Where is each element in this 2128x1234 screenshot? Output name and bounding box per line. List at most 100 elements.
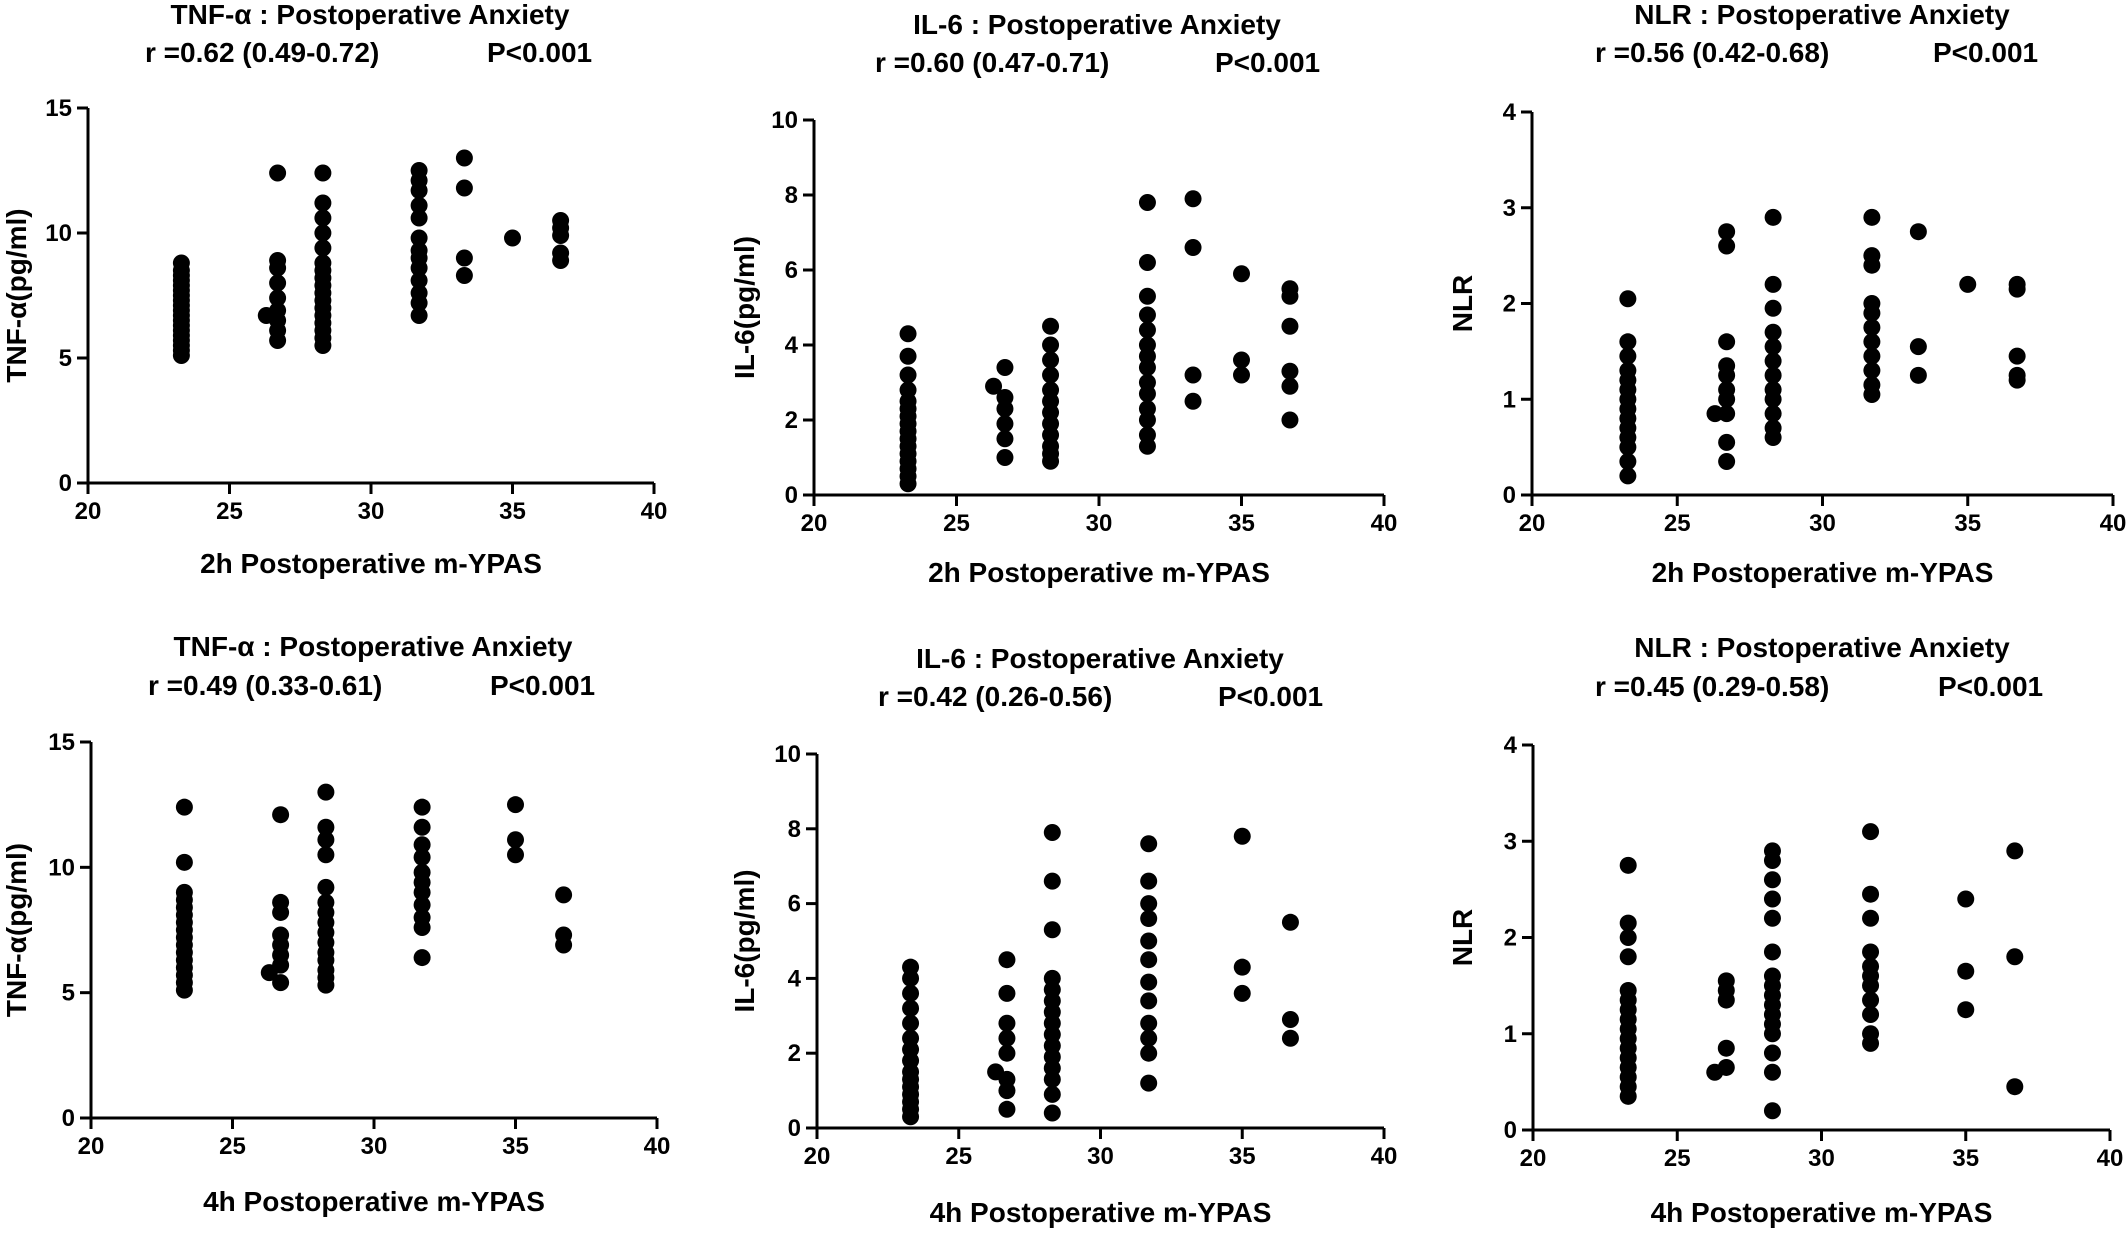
data-point <box>998 1100 1016 1118</box>
y-axis-label: IL-6(pg/ml) <box>729 869 760 1012</box>
y-tick-label: 0 <box>59 470 72 497</box>
data-point <box>1763 1063 1781 1081</box>
data-point <box>555 886 573 904</box>
chart-title: NLR : Postoperative Anxiety <box>1634 632 2010 663</box>
data-point <box>413 896 431 914</box>
data-point <box>317 818 335 836</box>
data-point <box>413 848 431 866</box>
data-point <box>1909 366 1927 384</box>
data-point <box>1862 1006 1880 1023</box>
data-point <box>413 798 431 816</box>
data-point <box>269 164 287 182</box>
data-point <box>1619 914 1637 932</box>
data-point <box>1763 967 1781 985</box>
data-point <box>1909 338 1927 356</box>
data-point <box>1764 352 1782 370</box>
data-point <box>1619 948 1637 966</box>
chart-panel-4: TNF-α : Postoperative Anxiety r =0.49 (0.… <box>1 631 670 1217</box>
data-point <box>314 239 332 257</box>
p-value-text: P<0.001 <box>1218 681 1323 712</box>
data-point <box>1042 317 1060 335</box>
data-point <box>504 229 521 247</box>
y-tick-label: 0 <box>62 1105 75 1132</box>
y-tick-label: 0 <box>1503 482 1516 509</box>
data-point <box>1138 194 1156 211</box>
data-point <box>410 307 428 324</box>
correlation-text: r =0.49 (0.33-0.61) <box>148 670 382 701</box>
x-tick-label: 20 <box>1519 510 1546 537</box>
data-point <box>1763 909 1781 927</box>
data-point <box>1281 280 1299 298</box>
y-axis-label: IL-6(pg/ml) <box>729 236 760 379</box>
data-point <box>455 179 473 197</box>
data-point <box>314 254 332 272</box>
y-tick-label: 0 <box>788 1115 801 1142</box>
data-point <box>996 430 1014 448</box>
chart-title: TNF-α : Postoperative Anxiety <box>174 631 573 662</box>
data-point <box>1763 1044 1781 1062</box>
data-point <box>1909 223 1927 241</box>
x-axis-label: 4h Postoperative m-YPAS <box>930 1197 1272 1228</box>
data-point <box>2008 275 2026 293</box>
data-point <box>1281 1029 1299 1047</box>
data-point <box>1863 333 1881 351</box>
data-point <box>902 958 920 976</box>
y-tick-label: 1 <box>1503 386 1516 413</box>
data-point <box>1763 1102 1781 1120</box>
data-point <box>1619 981 1637 999</box>
x-tick-label: 35 <box>1229 1143 1256 1170</box>
y-tick-label: 15 <box>48 729 75 756</box>
data-point <box>410 229 428 247</box>
data-point <box>413 818 431 836</box>
y-tick-label: 4 <box>1503 99 1517 126</box>
y-tick-label: 8 <box>785 182 798 209</box>
data-point <box>902 984 920 1002</box>
x-tick-label: 40 <box>2097 1145 2124 1172</box>
data-point <box>899 347 917 365</box>
data-point <box>455 267 473 284</box>
data-point <box>555 926 573 944</box>
data-point <box>1281 1011 1299 1029</box>
y-tick-label: 3 <box>1503 195 1516 222</box>
data-point <box>1764 323 1782 341</box>
data-point <box>269 302 287 319</box>
data-point <box>1862 991 1880 1009</box>
data-point <box>1718 223 1736 241</box>
data-point <box>1281 362 1299 380</box>
data-point <box>410 242 428 259</box>
data-point <box>410 209 428 227</box>
data-point <box>272 806 290 824</box>
data-point <box>1862 909 1880 927</box>
x-tick-label: 40 <box>644 1133 671 1160</box>
data-point <box>1140 932 1158 950</box>
data-point <box>1233 958 1251 976</box>
data-point <box>175 798 193 816</box>
data-point <box>996 415 1014 433</box>
x-tick-label: 35 <box>502 1133 529 1160</box>
data-point <box>1717 1058 1735 1076</box>
y-tick-label: 2 <box>788 1040 801 1067</box>
x-axis-label: 4h Postoperative m-YPAS <box>203 1186 545 1217</box>
chart-panel-3: NLR : Postoperative Anxiety r =0.56 (0.42… <box>1447 0 2126 588</box>
y-tick-label: 15 <box>45 95 72 122</box>
data-point <box>1764 299 1782 317</box>
data-point <box>1619 290 1637 308</box>
data-point <box>1718 433 1736 451</box>
x-tick-label: 35 <box>499 498 526 525</box>
data-point <box>2006 1078 2024 1096</box>
data-point <box>1619 347 1637 365</box>
data-point <box>998 951 1016 969</box>
data-point <box>2008 366 2026 384</box>
data-point <box>1042 366 1060 384</box>
data-point <box>1619 362 1637 380</box>
data-point <box>1718 357 1736 375</box>
x-tick-label: 40 <box>1371 1143 1398 1170</box>
x-tick-label: 25 <box>216 498 243 525</box>
data-point <box>1140 872 1158 890</box>
data-point <box>1718 333 1736 351</box>
data-point <box>1718 452 1736 470</box>
data-point <box>1138 374 1156 391</box>
x-tick-label: 35 <box>1954 510 1981 537</box>
chart-title: NLR : Postoperative Anxiety <box>1634 0 2010 30</box>
data-point <box>1043 969 1061 987</box>
